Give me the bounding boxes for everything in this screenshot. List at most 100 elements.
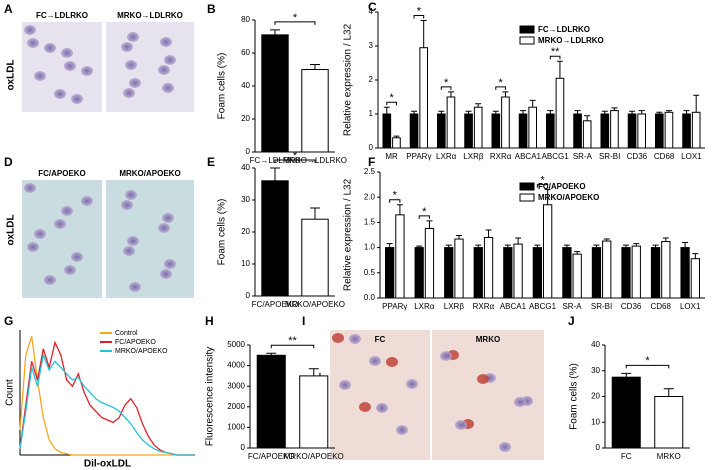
y-tick-label: 20 (241, 114, 250, 123)
error-bar (445, 244, 452, 248)
cell (477, 374, 489, 384)
error-bar (492, 110, 499, 114)
significance-label: * (293, 12, 298, 24)
histogram-line (19, 340, 195, 456)
y-tick-label: 0 (246, 291, 251, 300)
error-bar (584, 115, 591, 121)
cell (127, 236, 139, 246)
error-bar (682, 242, 689, 248)
error-bar (420, 20, 427, 48)
error-bar (563, 244, 570, 248)
significance-label: * (444, 77, 449, 89)
error-bar (529, 99, 536, 108)
bar (555, 77, 565, 149)
cell (61, 206, 73, 216)
x-tick-label: PPARγ (406, 152, 431, 161)
x-tick-label: FC/APOEKO (248, 452, 295, 461)
legend-label: MRKO/APOEKO (538, 193, 599, 202)
cell (369, 356, 381, 366)
x-tick-label: ABCG1 (542, 152, 570, 161)
bar (602, 240, 612, 299)
cell (61, 48, 73, 58)
cell (160, 37, 172, 47)
cell (81, 66, 93, 76)
error-bar (656, 111, 663, 114)
cell (129, 78, 141, 88)
cell (406, 379, 418, 389)
bar (650, 247, 661, 299)
error-bar (520, 110, 527, 114)
error-bar (485, 229, 492, 238)
y-tick-label: 3 (369, 41, 374, 50)
significance-label: * (417, 5, 422, 17)
bar (631, 245, 641, 299)
bar (424, 227, 435, 299)
bar (385, 247, 395, 299)
x-tick-label: LXRα (436, 152, 457, 161)
image-caption: MRKO→LDLRKO (117, 11, 183, 20)
bar (409, 113, 419, 149)
y-axis-label: Foam cells (%) (569, 363, 580, 430)
y-tick-label: 40 (241, 163, 250, 172)
bar (513, 243, 523, 299)
error-bar (547, 110, 554, 114)
cell (162, 83, 174, 93)
bar (503, 247, 513, 299)
bar (682, 113, 691, 149)
error-bar (621, 372, 632, 378)
error-bar (475, 103, 482, 108)
panel-label: G (4, 314, 13, 328)
cell (339, 380, 351, 390)
cell (349, 334, 361, 344)
bar (301, 69, 329, 153)
bar (600, 113, 610, 149)
y-tick-label: 0 (241, 443, 246, 452)
x-tick-label: CD36 (621, 302, 642, 311)
y-tick-label: 0 (246, 147, 251, 156)
cell (332, 333, 344, 343)
bar (680, 247, 690, 299)
x-tick-label: CD68 (650, 302, 671, 311)
legend-label: FC→LDLRKO (538, 25, 590, 34)
error-bar (611, 107, 618, 111)
histogram-line (19, 352, 195, 456)
y-tick-label: 0.5 (364, 268, 376, 277)
significance-label: * (540, 175, 545, 187)
histogram-line (19, 336, 195, 456)
x-tick-label: CD36 (627, 152, 648, 161)
cell (54, 89, 66, 99)
cell (376, 403, 388, 413)
cell (64, 61, 76, 71)
significance-label: * (422, 206, 427, 218)
x-tick-label: CD68 (654, 152, 675, 161)
error-bar (603, 238, 610, 242)
significance-bracket (386, 101, 397, 106)
cell (125, 60, 137, 70)
bar (301, 218, 329, 297)
significance-bracket (413, 15, 425, 19)
bar (572, 253, 582, 299)
cell (386, 357, 398, 367)
x-tick-label: ABCA1 (500, 302, 527, 311)
x-tick-label: MRKO (657, 452, 681, 461)
bar (464, 113, 473, 149)
bar (446, 96, 456, 149)
significance-bracket (625, 364, 670, 369)
panel-label: D (4, 155, 13, 169)
legend-label: MRKO/APOEKO (115, 348, 168, 355)
cell (34, 71, 46, 81)
x-tick-label: LXRβ (444, 302, 465, 311)
legend-swatch (519, 36, 535, 45)
y-axis-label: Fluorescence intensity (205, 347, 216, 447)
significance-bracket (549, 55, 561, 60)
y-tick-label: 1.5 (364, 218, 376, 227)
bar (610, 110, 619, 149)
cell (71, 252, 83, 262)
x-tick-label: FC (621, 452, 632, 461)
legend-label: FC/APOEKO (115, 339, 156, 346)
cell (27, 38, 39, 48)
bar (627, 113, 637, 149)
bar (518, 113, 528, 149)
significance-bracket (274, 159, 316, 163)
